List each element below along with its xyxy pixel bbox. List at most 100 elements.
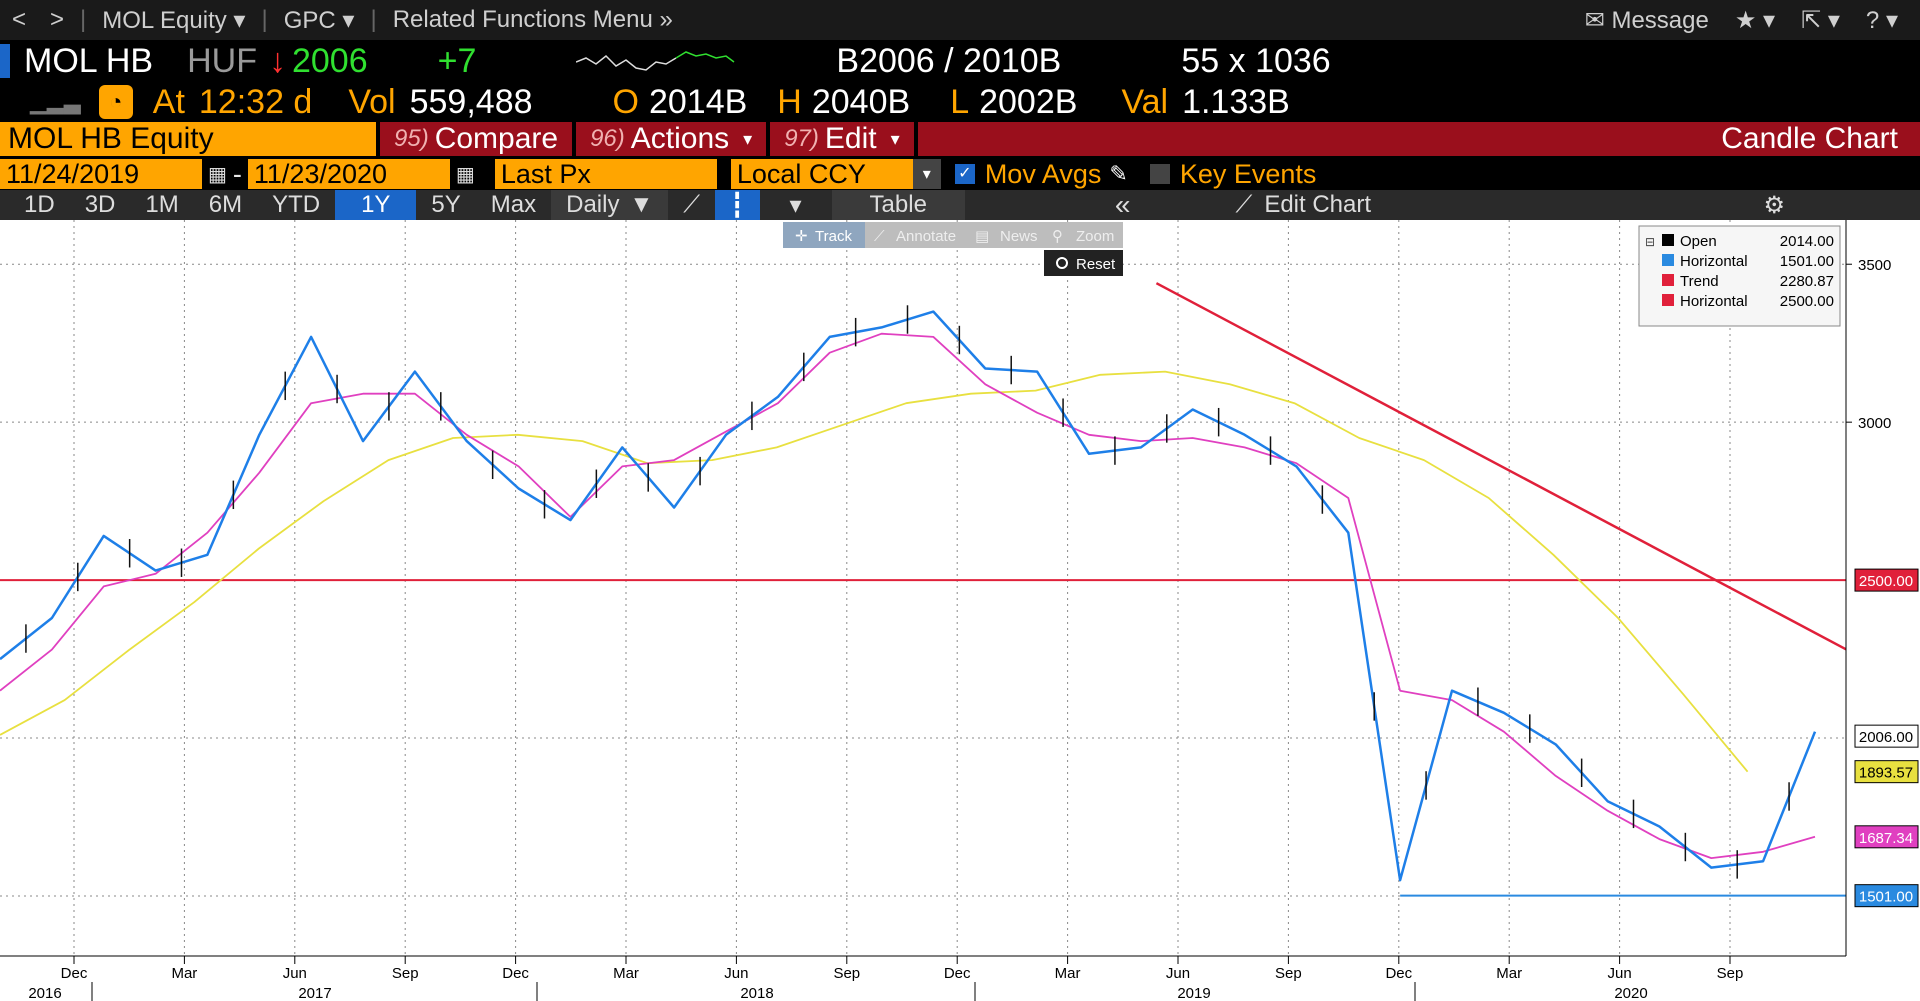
price-label-box: [1854, 724, 1919, 748]
pencil-icon[interactable]: ✎: [1109, 161, 1128, 186]
x-tick-label: Sep: [1717, 965, 1744, 982]
candle-chart-button[interactable]: ┇: [715, 190, 760, 220]
reset-label: Reset: [1076, 256, 1116, 273]
forward-button[interactable]: >: [50, 6, 65, 33]
legend-name: Trend: [1680, 273, 1719, 290]
x-tick-label: Jun: [724, 965, 748, 982]
period-ytd[interactable]: YTD: [272, 191, 321, 218]
period-1m[interactable]: 1M: [145, 191, 179, 218]
quote-line-2: ▁▂▃ ◔ At 12:32 d Vol 559,488 O 2014B H 2…: [0, 82, 1920, 122]
compare-number: 95): [394, 125, 429, 152]
price-field-value: Last Px: [500, 158, 591, 189]
nav-right-tools: ✉ Message ★ ▾ ⇱ ▾ ? ▾: [1585, 6, 1920, 35]
period-5y[interactable]: 5Y: [431, 191, 461, 218]
export-button[interactable]: ⇱ ▾: [1801, 6, 1840, 34]
security-dropdown[interactable]: MOL Equity ▾: [102, 6, 246, 34]
currency-select[interactable]: Local CCY: [730, 158, 913, 189]
period-1y[interactable]: 1Y: [335, 190, 417, 220]
edit-button[interactable]: 97) Edit ▾: [770, 122, 914, 156]
price-label: 2500.00: [1859, 573, 1913, 590]
help-button[interactable]: ? ▾: [1865, 6, 1898, 34]
end-date-field[interactable]: 11/23/2020: [247, 159, 450, 189]
legend-name: Horizontal: [1680, 253, 1748, 270]
year-label: 2017: [298, 985, 331, 1001]
back-button[interactable]: <: [12, 6, 27, 33]
price-field-select[interactable]: Last Px: [494, 158, 717, 189]
reset-button[interactable]: Reset: [1044, 250, 1123, 276]
date-bar: 11/24/2019 ▦ - 11/23/2020 ▦ Last Px Loca…: [0, 158, 1920, 190]
legend-swatch: [1662, 294, 1674, 306]
year-label: 2018: [740, 985, 773, 1001]
table-button[interactable]: Table: [831, 190, 965, 220]
zoom-label: Zoom: [1076, 228, 1114, 245]
zoom-tool[interactable]: ⚲ Zoom: [1052, 228, 1114, 245]
track-label: Track: [815, 228, 852, 245]
traded-value: 1.133B: [1182, 82, 1290, 121]
annotate-icon: ⟋: [874, 228, 885, 245]
security-marker: [0, 44, 10, 78]
signal-icon: ▁▂▃: [30, 89, 81, 114]
key-events-checkbox[interactable]: [1149, 164, 1170, 184]
news-tool[interactable]: ▤ News: [975, 228, 1038, 245]
settings-button[interactable]: ⚙: [1748, 190, 1800, 220]
high-label: H: [777, 82, 802, 121]
x-tick-label: Sep: [392, 965, 419, 982]
price-labels: 2006.00 1893.57 1687.34 2500.00 1501.00: [1854, 568, 1919, 908]
price-label: 1687.34: [1859, 830, 1913, 847]
legend-name: Open: [1680, 233, 1717, 250]
open-value: 2014B: [648, 82, 748, 121]
key-events-label[interactable]: Key Events: [1179, 158, 1317, 189]
currency-value: Local CCY: [736, 158, 866, 189]
price-label-box: [1854, 568, 1919, 592]
security-label: MOL Equity: [102, 6, 227, 34]
price-label-box: [1854, 884, 1919, 908]
crosshair-icon: ✛: [795, 228, 808, 245]
bid-ask: B2006 / 2010B: [836, 41, 1062, 80]
period-6m[interactable]: 6M: [208, 191, 243, 218]
message-button[interactable]: ✉ Message: [1585, 6, 1709, 35]
chart-type-title: Candle Chart: [917, 122, 1920, 156]
related-functions-menu[interactable]: Related Functions Menu »: [392, 6, 673, 33]
calendar-icon[interactable]: ▦: [208, 163, 227, 186]
calendar-icon[interactable]: ▦: [455, 163, 475, 186]
help-icon: ?: [1865, 6, 1880, 34]
favorites-button[interactable]: ★ ▾: [1734, 6, 1776, 34]
mov-avgs-label[interactable]: Mov Avgs: [984, 158, 1102, 189]
period-1d[interactable]: 1D: [24, 191, 55, 218]
low-label: L: [950, 82, 970, 121]
mov-avgs-checkbox[interactable]: ✓: [954, 164, 975, 184]
actions-button[interactable]: 96) Actions ▾: [576, 122, 767, 156]
y-axis: 3500 3000: [1846, 257, 1891, 432]
price-label-box: [1854, 825, 1919, 849]
x-tick-label: Mar: [1055, 965, 1081, 982]
currency-dropdown-arrow-icon[interactable]: ▾: [912, 159, 941, 189]
track-tool[interactable]: ✛ Track: [783, 222, 865, 248]
volume-value: 559,488: [409, 82, 533, 121]
equity-field[interactable]: MOL HB Equity: [0, 122, 376, 156]
x-tick-label: Jun: [1166, 965, 1190, 982]
period-max[interactable]: Max: [490, 191, 537, 218]
actions-label: Actions: [630, 122, 730, 155]
function-dropdown[interactable]: GPC ▾: [283, 6, 355, 34]
compare-button[interactable]: 95) Compare: [380, 122, 573, 156]
start-date-field[interactable]: 11/24/2019: [0, 159, 202, 189]
currency: HUF: [187, 41, 257, 80]
year-label: 2019: [1177, 985, 1210, 1001]
annotate-tool[interactable]: ⟋ Annotate: [874, 228, 956, 245]
collapse-button[interactable]: «: [965, 189, 1221, 220]
frequency-dropdown[interactable]: Daily ▼: [551, 190, 669, 220]
function-label: GPC: [283, 6, 336, 34]
reset-icon: [1056, 257, 1068, 269]
edit-chart-button[interactable]: ⟋ Edit Chart: [1221, 190, 1387, 220]
line-chart-button[interactable]: ⟋: [668, 190, 715, 220]
legend-swatch: [1662, 254, 1674, 266]
down-arrow-icon: ↓: [268, 41, 286, 80]
price-chart[interactable]: 3500 3000 2006.00 1893.57 1687.34 2500.00 150…: [0, 220, 1920, 1001]
chart-type-dropdown[interactable]: ▾: [760, 190, 832, 220]
news-label: News: [1000, 228, 1038, 245]
net-change: +7: [437, 41, 477, 80]
period-bar: 1D 3D 1M 6M YTD 1Y 5Y Max Daily ▼ ⟋ ┇ ▾ T…: [0, 189, 1920, 220]
period-3d[interactable]: 3D: [84, 191, 116, 218]
table-label: Table: [869, 191, 927, 218]
legend-collapse-icon: ⊟: [1645, 235, 1655, 249]
